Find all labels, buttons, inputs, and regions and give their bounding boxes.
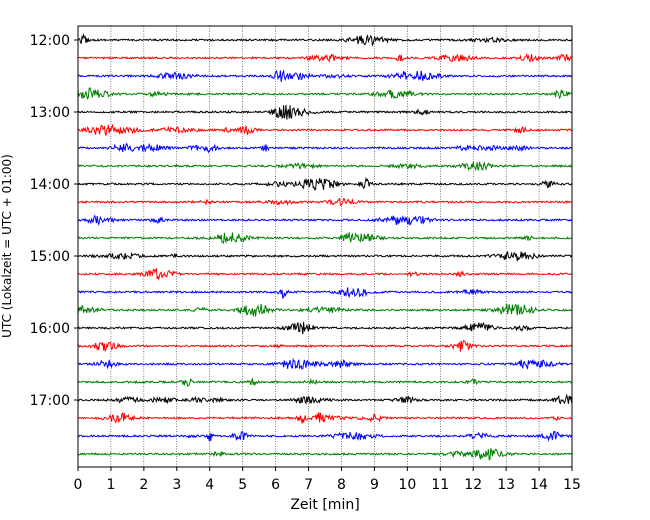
x-axis-label: Zeit [min] <box>290 497 359 513</box>
seismic-traces <box>77 32 573 461</box>
trace-line <box>77 231 572 245</box>
trace-line <box>77 142 573 154</box>
trace-line <box>77 430 573 442</box>
x-tick-label: 4 <box>205 477 214 493</box>
x-tick-label: 3 <box>172 477 181 493</box>
trace-line <box>77 123 572 136</box>
x-tick-label: 5 <box>238 477 247 493</box>
y-tick-label: 12:00 <box>30 33 70 49</box>
y-tick-label: 13:00 <box>30 105 70 121</box>
y-tick-label: 14:00 <box>30 177 70 193</box>
trace-line <box>77 267 572 281</box>
trace-line <box>77 52 572 64</box>
x-tick-label: 10 <box>398 477 416 493</box>
x-tick-label: 9 <box>370 477 379 493</box>
trace-line <box>77 104 572 120</box>
x-tick-label: 15 <box>563 477 581 493</box>
y-axis-label: UTC (Lokalzeit = UTC + 01:00) <box>0 154 14 338</box>
trace-line <box>77 393 573 405</box>
trace-line <box>77 251 573 262</box>
x-tick-label: 11 <box>431 477 449 493</box>
x-tick-label: 14 <box>530 477 548 493</box>
x-grid <box>110 26 540 467</box>
trace-line <box>77 176 573 191</box>
x-tick-label: 12 <box>464 477 482 493</box>
x-tick-label: 0 <box>74 477 83 493</box>
trace-line <box>77 87 572 100</box>
x-tick-label: 13 <box>497 477 515 493</box>
x-tick-label: 6 <box>271 477 280 493</box>
y-tick-label: 17:00 <box>30 393 70 409</box>
trace-line <box>77 161 572 172</box>
trace-line <box>77 339 573 353</box>
trace-line <box>77 321 572 335</box>
trace-line <box>77 377 572 387</box>
y-tick-label: 15:00 <box>30 249 70 265</box>
trace-line <box>77 32 573 47</box>
x-tick-label: 2 <box>139 477 148 493</box>
y-tick-label: 16:00 <box>30 321 70 337</box>
x-tick-label: 7 <box>304 477 313 493</box>
trace-line <box>77 214 572 227</box>
x-tick-label: 8 <box>337 477 346 493</box>
trace-line <box>77 303 572 317</box>
x-axis: 0 1 2 3 4 5 6 7 8 9 10 11 12 13 14 15 <box>74 467 581 493</box>
trace-line <box>77 69 572 82</box>
plot-frame <box>77 25 573 468</box>
plot-background <box>78 26 572 467</box>
trace-line <box>77 287 572 300</box>
trace-line <box>77 447 572 461</box>
x-tick-label: 1 <box>106 477 115 493</box>
trace-line <box>77 197 572 206</box>
trace-line <box>77 412 572 424</box>
trace-line <box>77 357 572 370</box>
y-axis: 12:00 13:00 14:00 15:00 16:00 17:00 <box>30 33 78 409</box>
